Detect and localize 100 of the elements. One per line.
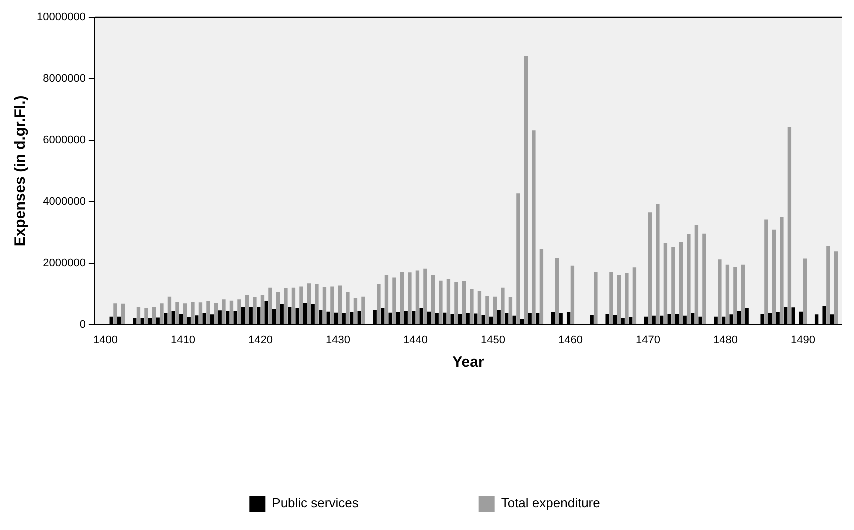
bar [214, 302, 218, 324]
bar [516, 194, 520, 324]
bar [679, 242, 684, 324]
bar [718, 260, 722, 324]
x-axis-title: Year [452, 354, 484, 372]
bar [276, 292, 280, 324]
x-tick-label: 1400 [94, 334, 118, 346]
bar [322, 287, 327, 324]
bar [176, 302, 180, 324]
x-tick-label: 1430 [326, 334, 351, 346]
bar [694, 225, 699, 324]
bar [121, 304, 126, 324]
bar [803, 258, 808, 324]
bar [570, 266, 575, 324]
bar [648, 212, 652, 324]
x-tick-label: 1440 [404, 334, 428, 346]
bar [338, 286, 342, 324]
bar [152, 307, 156, 324]
bar [183, 304, 188, 324]
bar [300, 286, 304, 324]
y-tick-label: 4000000 [43, 196, 86, 208]
bar [687, 234, 691, 324]
bar [532, 130, 536, 324]
bar [400, 272, 404, 324]
bar [431, 275, 436, 324]
bar [594, 272, 598, 324]
bar [741, 264, 746, 324]
bar [726, 264, 730, 324]
bar [238, 300, 242, 324]
x-tick-label: 1470 [636, 334, 661, 346]
bar [462, 281, 466, 324]
bar [610, 272, 614, 324]
bar [664, 243, 668, 324]
legend-label: Total expenditure [501, 496, 600, 511]
bar [253, 297, 257, 324]
bar [555, 258, 560, 324]
bar [826, 246, 830, 324]
y-tick-label: 2000000 [43, 257, 86, 270]
x-tick-label: 1490 [791, 334, 816, 346]
bar [788, 127, 792, 324]
bar [222, 300, 226, 324]
bar [168, 296, 172, 324]
bar [446, 279, 451, 324]
bar [354, 298, 358, 324]
bar [702, 234, 706, 324]
bar [315, 284, 319, 324]
bar [384, 275, 389, 324]
bar [834, 252, 838, 324]
bar [424, 268, 428, 324]
bar [230, 300, 234, 324]
bar [625, 274, 629, 324]
bar [416, 270, 420, 324]
bar [160, 304, 164, 324]
bar [268, 288, 272, 324]
y-tick-label: 0 [80, 318, 86, 331]
bar [656, 204, 660, 324]
bar [632, 268, 637, 324]
bar [114, 304, 118, 324]
bar [764, 220, 768, 324]
y-tick-label: 6000000 [43, 134, 86, 147]
y-tick-label: 10000000 [36, 12, 86, 24]
y-tick-label: 8000000 [43, 73, 86, 86]
bar [136, 307, 141, 324]
bar [408, 272, 412, 324]
bar [206, 301, 210, 324]
bar [772, 230, 776, 324]
bar [144, 308, 148, 324]
bar [672, 247, 676, 324]
bar [362, 296, 366, 324]
x-tick-label: 1420 [248, 334, 274, 346]
bar [439, 280, 443, 324]
bar [260, 295, 265, 324]
bar [377, 284, 381, 324]
bar [524, 56, 528, 324]
bar [486, 296, 490, 324]
bar [478, 291, 482, 324]
bar [617, 275, 622, 324]
bar [780, 216, 784, 324]
bar [191, 302, 195, 324]
bar [307, 284, 312, 324]
bar [330, 286, 334, 324]
bar [245, 295, 250, 324]
bar [508, 297, 513, 324]
bar [734, 267, 738, 324]
x-tick-label: 1450 [481, 334, 506, 346]
bar [540, 249, 544, 324]
y-axis-title: Expenses (in d.gr.Fl.) [12, 96, 30, 247]
bar [470, 289, 474, 324]
legend-label: Public services [272, 496, 360, 511]
bar [198, 302, 203, 324]
bar [292, 288, 296, 324]
bar [284, 288, 288, 324]
x-tick-label: 1410 [171, 334, 196, 346]
bar [493, 296, 498, 324]
bar [454, 282, 458, 324]
x-tick-label: 1460 [558, 334, 584, 346]
bar [346, 292, 350, 324]
x-tick-label: 1480 [714, 334, 738, 346]
bar [392, 278, 396, 324]
bar [501, 288, 505, 324]
